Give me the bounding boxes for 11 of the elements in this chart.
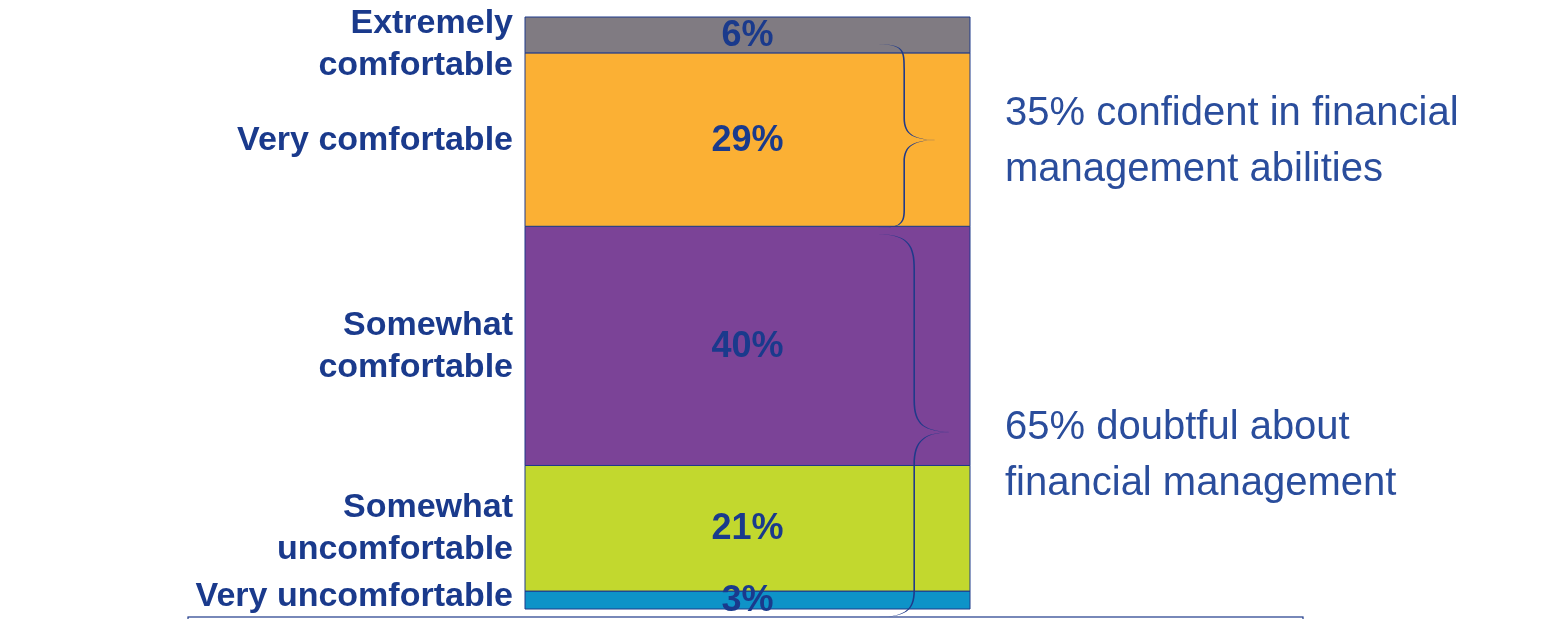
series-label: Somewhat comfortable bbox=[318, 303, 513, 384]
series-label: Very uncomfortable bbox=[195, 575, 513, 613]
data-label: 40% bbox=[711, 323, 784, 365]
text: 65% doubtful about financial management bbox=[1005, 403, 1397, 503]
series-label: Very comfortable bbox=[237, 118, 513, 157]
data-label: 29% bbox=[711, 117, 784, 159]
text: 35% confident in financial management abilities bbox=[1005, 89, 1459, 189]
series-label: Somewhat uncomfortable bbox=[276, 486, 513, 567]
data-label: 21% bbox=[711, 506, 784, 548]
data-label: 6% bbox=[721, 12, 774, 54]
series-label: Extremely comfortable bbox=[318, 2, 514, 82]
